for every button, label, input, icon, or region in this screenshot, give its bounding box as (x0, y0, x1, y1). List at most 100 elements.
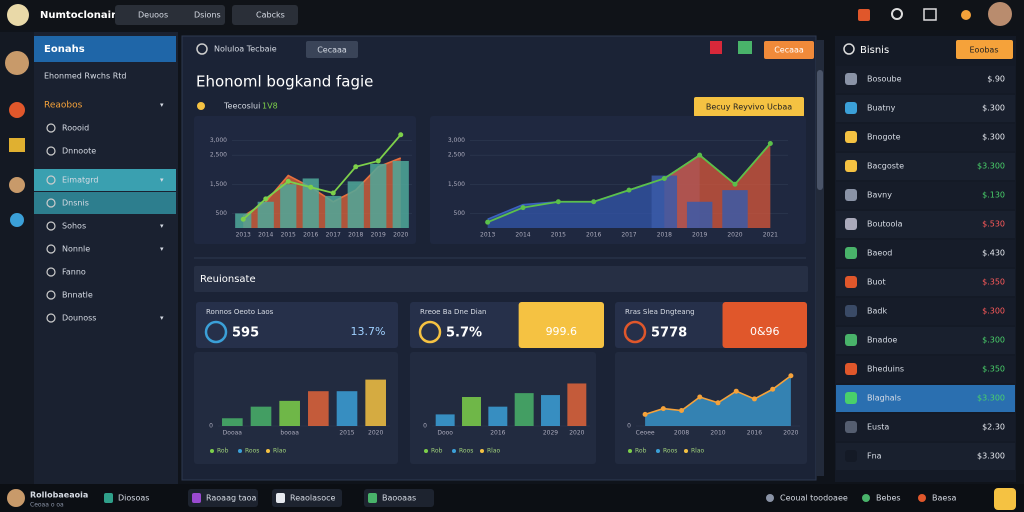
right-button-label[interactable]: Eoobas (970, 46, 999, 55)
card (196, 302, 398, 348)
row-label[interactable]: Boutoola (867, 220, 903, 229)
row-label[interactable]: Badk (867, 307, 887, 316)
task-tab[interactable] (272, 489, 342, 507)
row[interactable] (836, 443, 1015, 470)
row-label[interactable]: Blaghals (867, 394, 901, 403)
search-icon[interactable] (891, 8, 903, 20)
row[interactable] (836, 356, 1015, 383)
taskbar-items: Diosoas Raoaag taoa Reaolasoce Baooaas Ceoua… (104, 489, 956, 507)
icon[interactable] (923, 8, 937, 21)
row[interactable] (836, 182, 1015, 209)
top-tab[interactable]: Cabcks (256, 11, 285, 20)
action-button[interactable] (694, 97, 804, 117)
selected-item[interactable] (34, 192, 176, 214)
sidebar-item[interactable]: Dnsnis (62, 199, 89, 208)
row[interactable] (836, 124, 1015, 151)
row[interactable] (836, 327, 1015, 354)
row[interactable] (836, 298, 1015, 325)
tab-group[interactable] (115, 5, 225, 25)
row-label[interactable]: Fna (867, 452, 882, 461)
taskbar-icon[interactable] (994, 488, 1016, 510)
sidebar-item[interactable]: Nonnle (62, 245, 90, 254)
rail-icon[interactable] (9, 138, 25, 152)
status-label[interactable]: Baesa (932, 494, 956, 503)
item-icon (46, 123, 56, 133)
active-item[interactable] (34, 169, 176, 191)
task-label[interactable]: Raoaag taoa (206, 494, 257, 503)
row[interactable] (836, 66, 1015, 93)
rail-icon[interactable] (10, 213, 24, 227)
row-icon (845, 189, 857, 201)
sidebar-item[interactable]: Dounoss (62, 314, 96, 323)
button[interactable] (764, 41, 814, 59)
task-label[interactable]: Diosoas (118, 494, 149, 503)
sidebar-item[interactable]: Sohos (62, 222, 86, 231)
point (591, 199, 597, 205)
button-label[interactable]: Cecaaa (774, 46, 804, 55)
row[interactable] (836, 269, 1015, 296)
sidebar-item[interactable]: Bnnatle (62, 291, 93, 300)
sidebar-item[interactable]: Fanno (62, 268, 86, 277)
row[interactable] (836, 240, 1015, 267)
sidebar-item[interactable]: Roooid (62, 124, 89, 133)
row-label[interactable]: Bnogote (867, 133, 901, 142)
card-ring (418, 320, 442, 344)
row-label[interactable]: Bacgoste (867, 162, 904, 171)
legend-dot (656, 449, 660, 453)
action-label[interactable]: Becuy Reyvivo Ucbaa (706, 103, 792, 112)
row-label[interactable]: Buatny (867, 104, 896, 113)
point (767, 140, 773, 146)
row-label[interactable]: Bavny (867, 191, 892, 200)
avatar[interactable] (988, 2, 1012, 26)
icon[interactable] (710, 41, 722, 54)
right-button[interactable] (956, 40, 1013, 59)
task-icon (192, 493, 201, 503)
row-label[interactable]: Eusta (867, 423, 889, 432)
bar (370, 163, 387, 228)
chart: 0 Ceoee 2008 2010 2016 2020 Rob Roos Rlao (615, 352, 807, 464)
right-title: Bisnis (860, 45, 889, 56)
row-value: $.350 (982, 278, 1005, 287)
row-label[interactable]: Bnadoe (867, 336, 897, 345)
row-value: $3.300 (977, 162, 1005, 171)
task-tab[interactable] (364, 489, 434, 507)
scrollbar[interactable] (816, 40, 824, 476)
task-tab[interactable] (188, 489, 258, 507)
row-label[interactable]: Bheduins (867, 365, 904, 374)
sidebar-item[interactable]: Dnnoote (62, 147, 96, 156)
row[interactable] (836, 95, 1015, 122)
row[interactable] (836, 211, 1015, 238)
rail-icon[interactable] (9, 177, 25, 193)
sidebar-item[interactable]: Reaobos (44, 101, 83, 111)
top-tab[interactable]: Dsions (194, 11, 221, 20)
sidebar-item[interactable]: Eimatgrd (62, 176, 98, 185)
bar (257, 201, 274, 228)
task-label[interactable]: Reaolasoce (290, 494, 336, 503)
task-label[interactable]: Baooaas (382, 494, 416, 503)
icon[interactable] (858, 9, 870, 21)
row-label[interactable]: Buot (867, 278, 886, 287)
notify-icon[interactable] (961, 10, 971, 20)
x-tick-label: 2014 (258, 232, 273, 239)
row-label[interactable]: Baeod (867, 249, 892, 258)
tab[interactable] (232, 5, 298, 25)
row[interactable] (836, 414, 1015, 441)
scroll-thumb[interactable] (817, 70, 823, 190)
point (240, 216, 246, 222)
icon[interactable] (738, 41, 752, 54)
status-label[interactable]: Ceoual toodoaee (780, 494, 848, 503)
row-label[interactable]: Bosoube (867, 75, 902, 84)
row-highlight[interactable] (836, 385, 1015, 412)
brand: Numtoclonair (40, 10, 116, 21)
icon (197, 102, 205, 110)
x-tick-label: 2015 (551, 232, 566, 239)
status-label[interactable]: Bebes (876, 494, 901, 503)
rail-icon[interactable] (9, 102, 25, 118)
bar (279, 400, 300, 426)
top-tab[interactable]: Deuoos (138, 11, 168, 20)
bar (250, 406, 272, 426)
x-tick-label: 2021 (763, 232, 778, 239)
tab-button-label[interactable]: Cecaaa (317, 46, 347, 55)
tab-button[interactable] (306, 41, 358, 58)
row[interactable] (836, 153, 1015, 180)
